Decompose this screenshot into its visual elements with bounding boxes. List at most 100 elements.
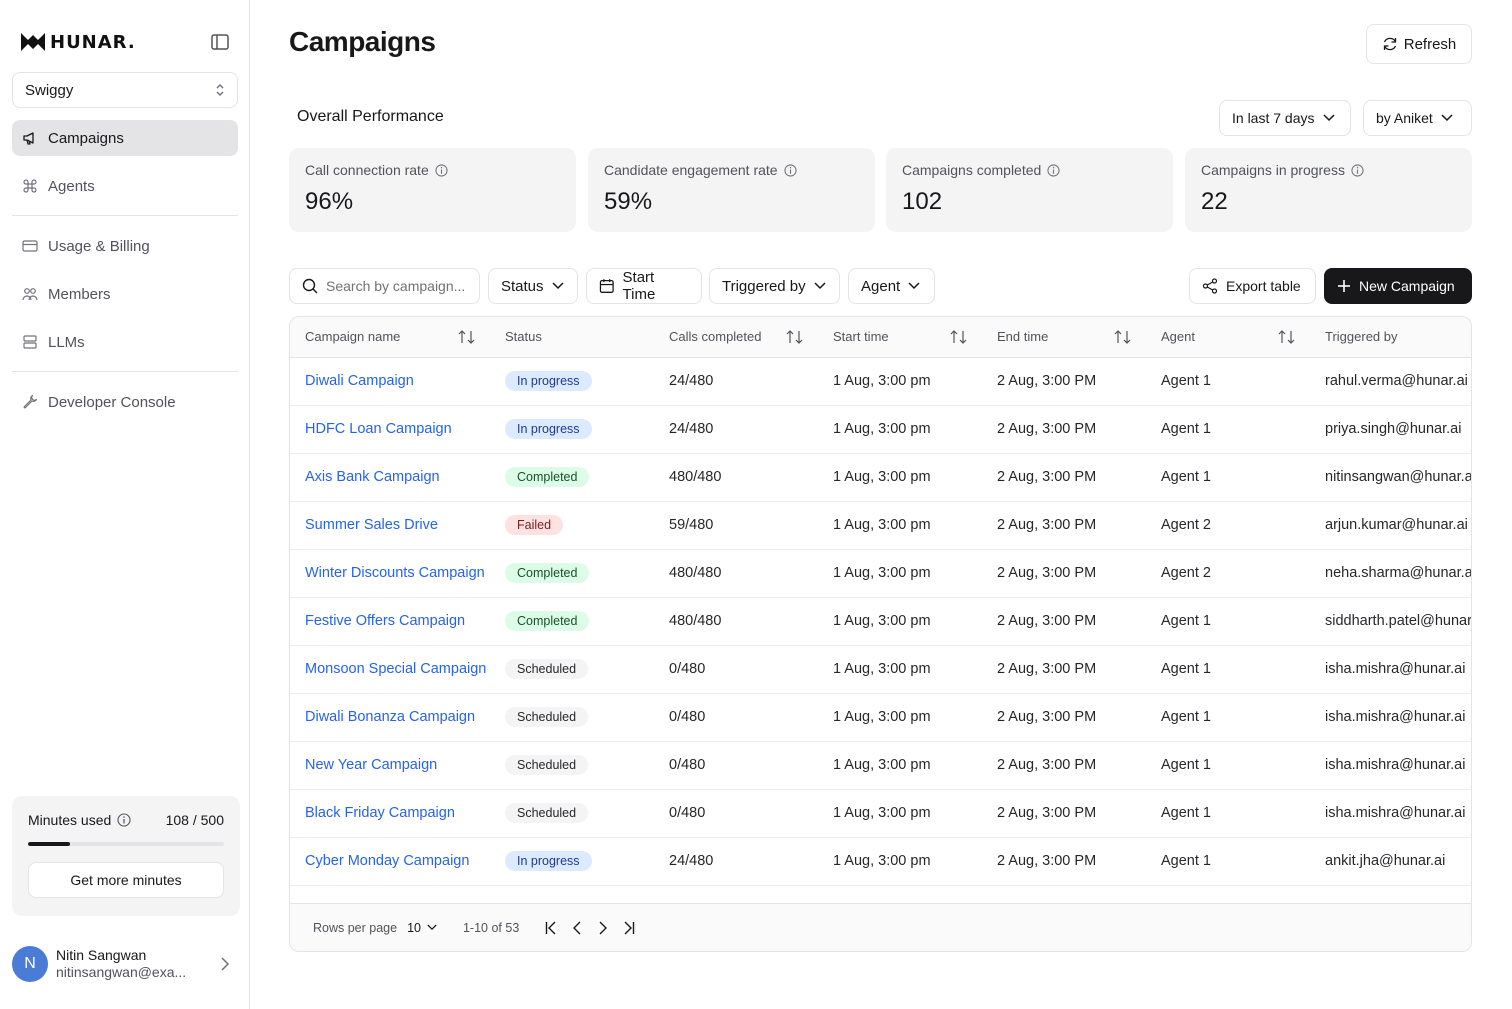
status-cell: Scheduled: [490, 741, 654, 790]
table-row[interactable]: Summer Sales Drive Failed 59/480 1 Aug, 3:0…: [290, 501, 1471, 550]
info-icon[interactable]: [783, 163, 797, 177]
table-row[interactable]: Black Friday Campaign Scheduled 0/480 1 Aug…: [290, 789, 1471, 838]
minutes-used-label: Minutes used: [28, 812, 112, 828]
column-header-agent[interactable]: Agent: [1146, 317, 1310, 358]
campaign-name-link[interactable]: Axis Bank Campaign: [290, 453, 490, 502]
date-range-dropdown[interactable]: In last 7 days: [1219, 100, 1351, 136]
campaign-name-link[interactable]: Winter Discounts Campaign: [290, 549, 490, 598]
search-input[interactable]: Search by campaign...: [289, 268, 480, 304]
org-select[interactable]: Swiggy: [12, 72, 238, 108]
owner-value: by Aniket: [1376, 110, 1433, 126]
previous-page-icon[interactable]: [569, 920, 585, 936]
campaign-name-link[interactable]: Diwali Bonanza Campaign: [290, 693, 490, 742]
triggered-by-cell: priya.singh@hunar.ai: [1310, 405, 1471, 454]
column-label: Status: [505, 329, 542, 345]
sort-icon[interactable]: [1278, 329, 1296, 344]
sidebar-item-llms[interactable]: LLMs: [12, 324, 238, 360]
sidebar-item-developer-console[interactable]: Developer Console: [12, 384, 238, 420]
sort-icon[interactable]: [950, 329, 968, 344]
next-page-icon[interactable]: [595, 920, 611, 936]
start-time-cell: 1 Aug, 3:00 pm: [818, 789, 982, 838]
column-header-start-time[interactable]: Start time: [818, 317, 982, 358]
campaign-name-link[interactable]: Diwali Campaign: [290, 357, 490, 406]
column-header-calls-completed[interactable]: Calls completed: [654, 317, 818, 358]
pagination-range: 1-10 of 53: [462, 920, 520, 935]
table-row[interactable]: Winter Discounts Campaign Completed 480/48…: [290, 549, 1471, 598]
campaign-name-link[interactable]: Summer Sales Drive: [290, 501, 490, 550]
campaign-name-link[interactable]: Cyber Monday Campaign: [290, 837, 490, 886]
table-row[interactable]: Monsoon Special Campaign Scheduled 0/480 1 …: [290, 645, 1471, 694]
status-filter[interactable]: Status: [488, 268, 578, 304]
sidebar-item-agents[interactable]: Agents: [12, 168, 238, 204]
campaign-name-link[interactable]: Black Friday Campaign: [290, 789, 490, 838]
info-icon[interactable]: [1047, 163, 1060, 177]
table-row[interactable]: Festive Offers Campaign Completed 480/480 1…: [290, 597, 1471, 646]
sidebar-item-label: Agents: [48, 177, 95, 195]
sort-icon[interactable]: [458, 329, 476, 344]
table-row[interactable]: New Year Campaign Scheduled 0/480 1 Aug, 3:…: [290, 741, 1471, 790]
triggered-by-filter[interactable]: Triggered by: [709, 268, 840, 304]
rows-per-page-select[interactable]: 10: [407, 921, 437, 935]
table-row[interactable]: Diwali Campaign In progress 24/480 1 Aug, 3…: [290, 357, 1471, 406]
refresh-label: Refresh: [1403, 35, 1457, 53]
export-table-button[interactable]: Export table: [1189, 268, 1316, 304]
calls-completed-cell: 0/480: [654, 789, 818, 838]
triggered-by-cell: siddharth.patel@hunar.ai: [1310, 597, 1471, 646]
hunar-logo[interactable]: HUNAR.: [20, 32, 136, 53]
status-badge: Scheduled: [505, 707, 589, 727]
campaign-name-link[interactable]: Festive Offers Campaign: [290, 597, 490, 646]
get-more-minutes-button[interactable]: Get more minutes: [28, 862, 224, 898]
owner-dropdown[interactable]: by Aniket: [1363, 100, 1472, 136]
start-time-filter[interactable]: Start Time: [586, 268, 702, 304]
status-badge: In progress: [505, 371, 592, 391]
refresh-button[interactable]: Refresh: [1366, 24, 1472, 64]
table-row[interactable]: HDFC Loan Campaign In progress 24/480 1 Aug…: [290, 405, 1471, 454]
info-icon[interactable]: [435, 163, 448, 177]
status-filter-label: Status: [501, 277, 544, 295]
info-icon[interactable]: [1351, 163, 1364, 177]
kpi-label: Call connection rate: [305, 162, 429, 178]
table-row[interactable]: Cyber Monday Campaign In progress 24/480 1 …: [290, 837, 1471, 886]
info-icon[interactable]: [117, 813, 131, 827]
page-title: Campaigns: [289, 26, 436, 57]
agent-cell: Agent 2: [1146, 549, 1310, 598]
new-campaign-button[interactable]: New Campaign: [1324, 268, 1472, 304]
user-name: Nitin Sangwan: [56, 946, 147, 963]
logo-text: HUNAR.: [50, 31, 136, 53]
start-time-filter-label: Start Time: [622, 269, 656, 303]
campaign-name-link[interactable]: HDFC Loan Campaign: [290, 405, 490, 454]
sort-icon[interactable]: [786, 329, 804, 344]
kpi-label: Campaigns completed: [902, 162, 1042, 178]
kpi-value: 22: [1201, 188, 1228, 215]
calls-completed-cell: 480/480: [654, 597, 818, 646]
status-badge: In progress: [505, 851, 592, 871]
campaign-name-link[interactable]: Monsoon Special Campaign: [290, 645, 490, 694]
table-row[interactable]: Axis Bank Campaign Completed 480/480 1 Aug,…: [290, 453, 1471, 502]
calls-completed-cell: 24/480: [654, 357, 818, 406]
agent-cell: Agent 1: [1146, 597, 1310, 646]
last-page-icon[interactable]: [621, 920, 637, 936]
agent-cell: Agent 1: [1146, 453, 1310, 502]
status-cell: Completed: [490, 597, 654, 646]
triggered-by-filter-label: Triggered by: [722, 277, 806, 295]
table-row[interactable]: Diwali Bonanza Campaign Scheduled 0/480 1 A…: [290, 693, 1471, 742]
sort-icon[interactable]: [1114, 329, 1132, 344]
triggered-by-cell: isha.mishra@hunar.ai: [1310, 789, 1471, 838]
user-profile[interactable]: N Nitin Sangwan nitinsangwan@exa...: [12, 944, 238, 984]
column-header-end-time[interactable]: End time: [982, 317, 1146, 358]
table-pagination: Rows per page 10 1-10 of 53: [290, 903, 1471, 951]
sidebar-item-usage-billing[interactable]: Usage & Billing: [12, 228, 238, 264]
triggered-by-cell: isha.mishra@hunar.ai: [1310, 741, 1471, 790]
sidebar-item-campaigns[interactable]: Campaigns: [12, 120, 238, 156]
status-badge: Completed: [505, 563, 590, 583]
first-page-icon[interactable]: [543, 920, 559, 936]
agent-filter[interactable]: Agent: [848, 268, 935, 304]
campaign-name-link[interactable]: New Year Campaign: [290, 741, 490, 790]
sidebar-item-members[interactable]: Members: [12, 276, 238, 312]
triggered-by-cell: ankit.jha@hunar.ai: [1310, 837, 1471, 886]
sidebar-toggle-icon[interactable]: [210, 32, 230, 52]
user-email: nitinsangwan@exa...: [56, 964, 187, 980]
chevron-down-icon: [1322, 114, 1335, 122]
status-badge: Completed: [505, 611, 590, 631]
column-header-campaign-name[interactable]: Campaign name: [290, 317, 490, 358]
